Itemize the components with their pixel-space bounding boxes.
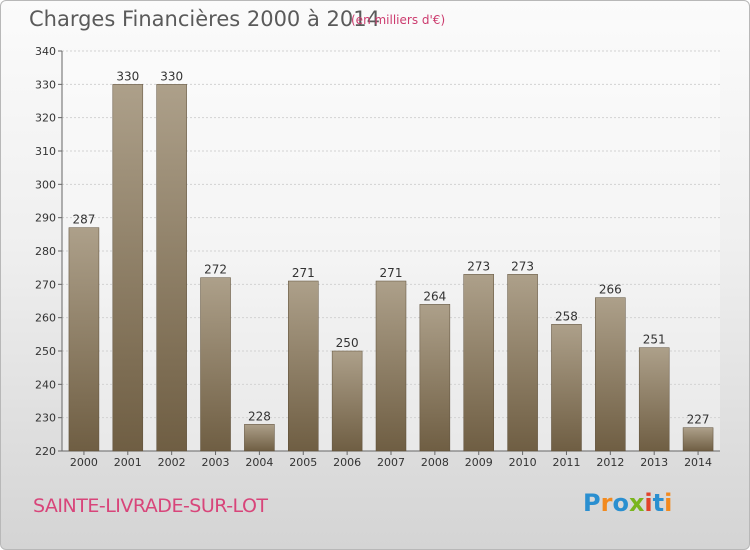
x-tick-label: 2010	[509, 456, 537, 469]
data-label: 258	[555, 309, 578, 323]
bar	[419, 304, 451, 452]
data-label: 272	[204, 263, 227, 277]
x-tick-label: 2013	[640, 456, 668, 469]
y-tick-label: 300	[35, 178, 56, 191]
x-tick-label: 2012	[596, 456, 624, 469]
x-tick-label: 2003	[202, 456, 230, 469]
x-tick-label: 2008	[421, 456, 449, 469]
x-tick-label: 2005	[289, 456, 317, 469]
logo-letter: x	[628, 489, 645, 517]
y-tick-label: 260	[35, 312, 56, 325]
y-tick-label: 250	[35, 345, 56, 358]
bar	[463, 274, 494, 452]
y-tick-label: 280	[35, 245, 56, 258]
data-label: 271	[380, 266, 403, 280]
y-tick-label: 220	[35, 445, 56, 458]
bar	[638, 347, 670, 452]
x-tick-label: 2006	[333, 456, 361, 469]
data-label: 271	[292, 266, 315, 280]
bar	[682, 427, 714, 452]
logo-letter: i	[644, 489, 653, 517]
bar	[507, 274, 538, 452]
y-tick-label: 330	[35, 78, 56, 91]
x-tick-label: 2014	[684, 456, 712, 469]
bar	[156, 84, 187, 452]
data-label: 264	[423, 289, 446, 303]
data-label: 330	[116, 69, 139, 83]
data-label: 266	[599, 283, 622, 297]
logo-letter: P	[583, 489, 601, 517]
bar	[331, 350, 363, 452]
bar	[375, 280, 407, 452]
data-label: 251	[643, 333, 666, 347]
y-tick-label: 340	[35, 45, 56, 58]
y-tick-label: 320	[35, 112, 56, 125]
data-label: 228	[248, 409, 271, 423]
x-tick-label: 2011	[552, 456, 580, 469]
y-tick-label: 270	[35, 278, 56, 291]
data-label: 287	[72, 213, 95, 227]
x-tick-label: 2007	[377, 456, 405, 469]
x-tick-label: 2002	[158, 456, 186, 469]
y-tick-label: 310	[35, 145, 56, 158]
bar	[68, 227, 100, 452]
y-tick-label: 230	[35, 412, 56, 425]
chart-title: Charges Financières 2000 à 2014	[29, 7, 380, 31]
x-tick-label: 2004	[245, 456, 273, 469]
proxiti-logo: Proxiti	[583, 489, 672, 517]
bar	[551, 324, 582, 452]
y-tick-label: 290	[35, 212, 56, 225]
logo-letter: i	[664, 489, 673, 517]
bar	[200, 277, 231, 452]
data-label: 330	[160, 69, 183, 83]
y-tick-label: 240	[35, 378, 56, 391]
data-label: 273	[467, 259, 490, 273]
x-tick-label: 2001	[114, 456, 142, 469]
data-label: 250	[336, 336, 359, 350]
chart-subtitle: (en milliers d'€)	[351, 13, 446, 27]
bar	[112, 84, 144, 452]
x-tick-label: 2009	[465, 456, 493, 469]
bar	[244, 424, 275, 452]
data-label: 273	[511, 259, 534, 273]
x-tick-label: 2000	[70, 456, 98, 469]
logo-letter: t	[652, 489, 665, 517]
bar	[288, 280, 319, 452]
commune-name: SAINTE-LIVRADE-SUR-LOT	[33, 495, 268, 517]
logo-letter: r	[600, 489, 613, 517]
bar	[595, 297, 626, 452]
data-label: 227	[687, 413, 710, 427]
logo-letter: o	[612, 489, 629, 517]
